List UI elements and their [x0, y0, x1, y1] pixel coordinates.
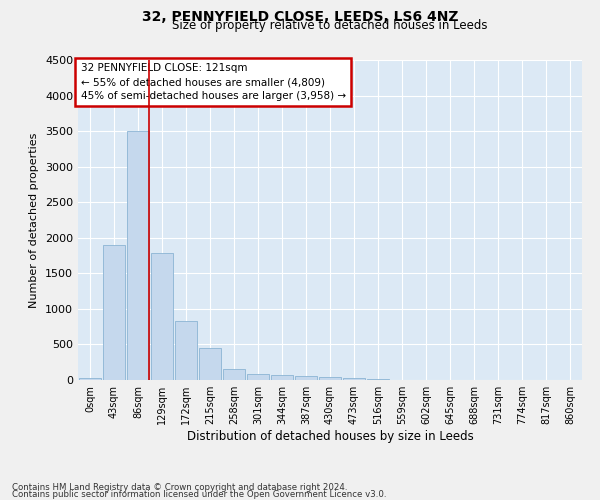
Bar [295, 376, 317, 380]
Bar [175, 321, 197, 380]
Bar [151, 254, 173, 380]
Bar [223, 369, 245, 380]
Bar [199, 348, 221, 380]
Title: Size of property relative to detached houses in Leeds: Size of property relative to detached ho… [172, 20, 488, 32]
Text: Contains public sector information licensed under the Open Government Licence v3: Contains public sector information licen… [12, 490, 386, 499]
Bar [103, 245, 125, 380]
Bar [127, 131, 149, 380]
Y-axis label: Number of detached properties: Number of detached properties [29, 132, 40, 308]
Bar [343, 378, 365, 380]
Text: 32 PENNYFIELD CLOSE: 121sqm
← 55% of detached houses are smaller (4,809)
45% of : 32 PENNYFIELD CLOSE: 121sqm ← 55% of det… [80, 63, 346, 101]
Text: 32, PENNYFIELD CLOSE, LEEDS, LS6 4NZ: 32, PENNYFIELD CLOSE, LEEDS, LS6 4NZ [142, 10, 458, 24]
Bar [247, 374, 269, 380]
X-axis label: Distribution of detached houses by size in Leeds: Distribution of detached houses by size … [187, 430, 473, 443]
Bar [319, 377, 341, 380]
Text: Contains HM Land Registry data © Crown copyright and database right 2024.: Contains HM Land Registry data © Crown c… [12, 484, 347, 492]
Bar [271, 375, 293, 380]
Bar [79, 378, 101, 380]
